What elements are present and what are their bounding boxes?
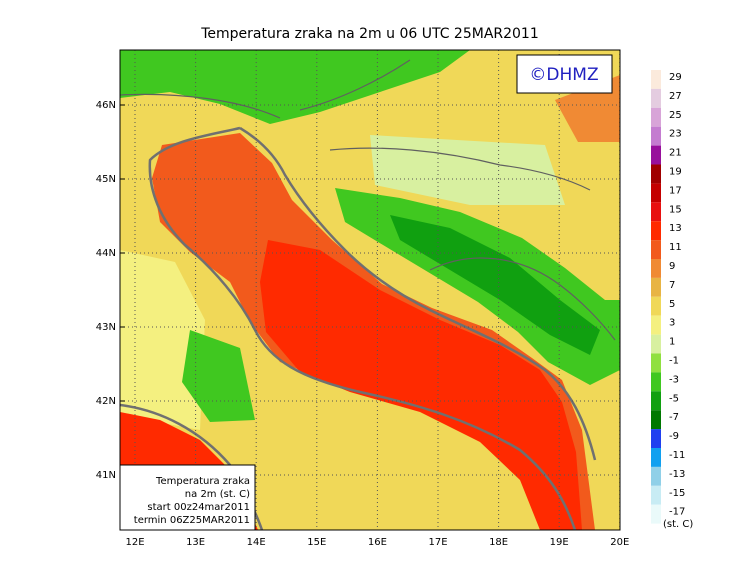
colorbar-swatch — [651, 126, 661, 146]
colorbar-swatch — [651, 296, 661, 316]
colorbar-label: 3 — [669, 318, 675, 329]
colorbar: 29 27 25 23 21 19 17 15 13 11 9 7 5 3 1 -1 -3 -5 -7 -9 -11 -1… — [651, 70, 693, 530]
colorbar-label: 13 — [669, 223, 682, 234]
colorbar-swatch — [651, 88, 661, 108]
colorbar-swatch — [651, 372, 661, 392]
copyright: ©DHMZ — [529, 65, 598, 85]
colorbar-label: 17 — [669, 185, 682, 196]
colorbar-label: 9 — [669, 261, 675, 272]
colorbar-label: -5 — [669, 393, 679, 404]
colorbar-swatch — [651, 277, 661, 297]
longitude-label: 15E — [307, 537, 326, 548]
latitude-label: 44N — [96, 248, 116, 259]
longitude-label: 14E — [247, 537, 266, 548]
colorbar-label: 29 — [669, 72, 682, 83]
coastline-italy — [148, 126, 577, 530]
colorbar-swatch — [651, 315, 661, 335]
colorbar-label: -17 — [669, 507, 685, 518]
colorbar-label: -9 — [669, 431, 679, 442]
colorbar-label: -15 — [669, 488, 685, 499]
colorbar-label: -13 — [669, 469, 685, 480]
colorbar-unit: (st. C) — [663, 519, 693, 530]
colorbar-swatch — [651, 145, 661, 165]
colorbar-label: -7 — [669, 412, 679, 423]
field-apennines — [182, 330, 255, 422]
colorbar-swatch — [651, 485, 661, 505]
country-borders — [120, 59, 616, 341]
copyright-box — [516, 54, 613, 94]
field-adriatic-core — [260, 240, 582, 530]
latitude-label: 46N — [96, 100, 116, 111]
longitude-label: 19E — [550, 537, 569, 548]
longitude-label: 12E — [125, 537, 144, 548]
colorbar-swatch — [651, 391, 661, 411]
map-field — [120, 50, 620, 530]
colorbar-swatch — [651, 240, 661, 259]
colorbar-label: 1 — [669, 337, 675, 348]
longitude-label: 20E — [610, 537, 629, 548]
colorbar-label: -1 — [669, 356, 679, 367]
colorbar-swatch — [651, 353, 661, 373]
colorbar-label: 19 — [669, 167, 682, 178]
latitude-label: 43N — [96, 322, 116, 333]
colorbar-label: -11 — [669, 450, 685, 461]
info-line: start 00z24mar2011 — [147, 502, 250, 513]
info-line: na 2m (st. C) — [185, 489, 250, 500]
map-title: Temperatura zraka na 2m u 06 UTC 25MAR20… — [200, 26, 539, 42]
colorbar-label: 7 — [669, 280, 675, 291]
colorbar-swatch — [651, 164, 661, 184]
longitude-label: 18E — [489, 537, 508, 548]
coastline-croatia — [239, 126, 597, 461]
map-frame — [119, 49, 621, 531]
colorbar-swatch — [651, 183, 661, 203]
colorbar-label: 25 — [669, 110, 682, 121]
colorbar-swatch — [651, 410, 661, 430]
info-box — [119, 464, 256, 531]
colorbar-swatch — [651, 334, 661, 354]
colorbar-label: 11 — [669, 242, 682, 253]
field-mild — [120, 250, 205, 430]
info-text: Temperatura zraka na 2m (st. C) start 00z2… — [134, 476, 250, 526]
longitude-label: 13E — [186, 537, 205, 548]
field-alps — [120, 50, 470, 124]
colorbar-label: 15 — [669, 204, 682, 215]
field-dinarides-core — [390, 215, 600, 355]
colorbar-swatch — [651, 259, 661, 278]
colorbar-swatch — [651, 466, 661, 486]
colorbar-label: 5 — [669, 299, 675, 310]
latitude-label: 41N — [96, 470, 116, 481]
colorbar-swatch — [651, 70, 661, 89]
colorbar-label: -3 — [669, 374, 679, 385]
info-line: termin 06Z25MAR2011 — [134, 515, 250, 526]
colorbar-label: 23 — [669, 129, 682, 140]
latitude-label: 45N — [96, 174, 116, 185]
colorbar-swatch — [651, 107, 661, 127]
longitude-label: 17E — [428, 537, 447, 548]
colorbar-swatch — [651, 221, 661, 241]
longitude-label: 16E — [368, 537, 387, 548]
colorbar-swatch — [651, 504, 661, 524]
latitude-label: 42N — [96, 396, 116, 407]
info-line: Temperatura zraka — [155, 476, 250, 487]
colorbar-swatch — [651, 448, 661, 467]
colorbar-swatch — [651, 202, 661, 222]
colorbar-swatch — [651, 429, 661, 448]
field-cool — [370, 135, 565, 205]
colorbar-label: 21 — [669, 148, 682, 159]
colorbar-label: 27 — [669, 91, 682, 102]
